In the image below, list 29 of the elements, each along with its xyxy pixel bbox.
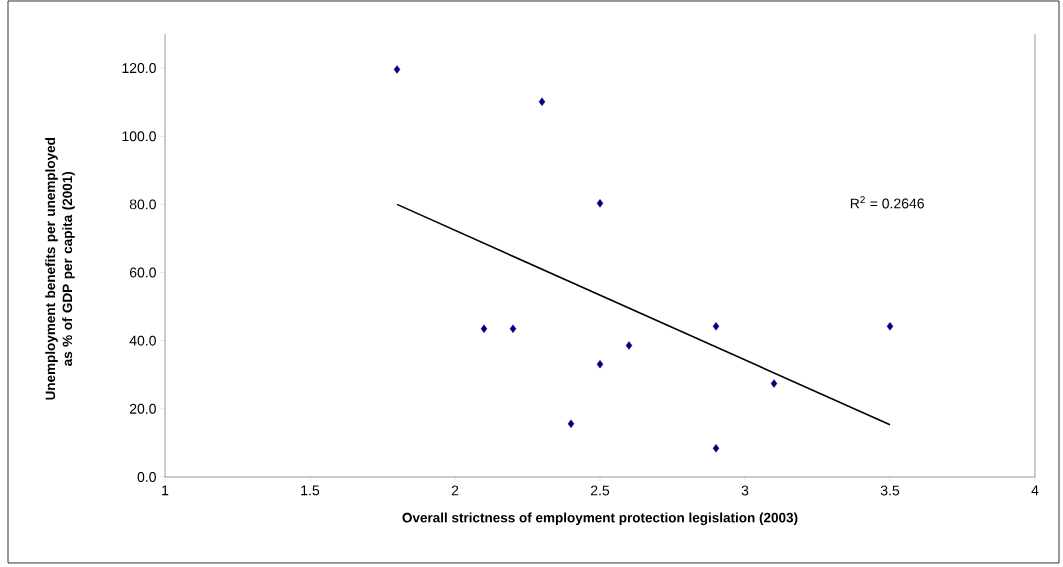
point [538, 97, 546, 106]
point [596, 359, 604, 369]
point [393, 65, 401, 74]
y-tick-label: 60.0 [129, 267, 156, 278]
x-tick-label: 1 [162, 485, 169, 496]
point [596, 199, 604, 208]
annotation: R$^{2}$ = 0.2646 [850, 196, 924, 209]
x-tick-label: 3.5 [880, 485, 900, 496]
point [625, 341, 633, 350]
y-tick-label: 40.0 [129, 335, 156, 346]
x-tick-label: 4 [1031, 485, 1039, 496]
point [509, 324, 517, 333]
point [480, 324, 488, 333]
x-tick-label: 3 [741, 485, 749, 496]
y-axis-title: Unemployment benefits per unemployed as % of GDP per capita (2001) [45, 138, 75, 400]
point [770, 379, 778, 388]
point [886, 322, 894, 331]
x-tick-label: 2 [451, 485, 459, 496]
x-tick-label: 1.5 [301, 485, 320, 496]
point [712, 444, 720, 453]
y-tick-label: 20.0 [129, 403, 156, 414]
y-tick-label: 120.0 [122, 63, 156, 74]
x-tick-label: 2.5 [590, 485, 610, 496]
x-axis-title: Overall strictness of employment protection legislation (2003) [402, 512, 798, 526]
point [712, 322, 720, 331]
point [567, 419, 575, 429]
y-tick-label: 0.0 [137, 472, 156, 482]
y-tick-label: 80.0 [129, 199, 156, 210]
y-tick-label: 100.0 [122, 131, 156, 142]
